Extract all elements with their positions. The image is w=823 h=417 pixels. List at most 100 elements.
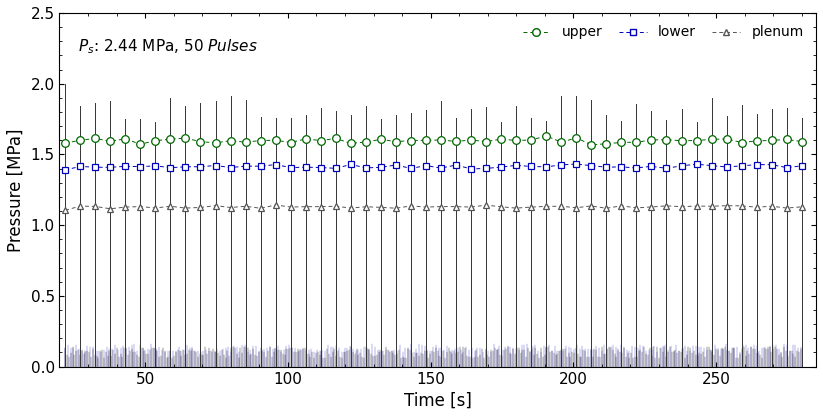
lower <box>542 164 551 169</box>
Legend: upper, lower, plenum: upper, lower, plenum <box>517 20 809 45</box>
plenum <box>542 204 551 209</box>
plenum <box>346 206 356 211</box>
lower <box>647 164 657 169</box>
upper <box>436 138 446 143</box>
upper <box>421 138 431 143</box>
lower <box>120 164 130 169</box>
upper <box>751 138 761 143</box>
Line: upper: upper <box>62 132 806 148</box>
plenum <box>406 203 416 208</box>
upper <box>662 137 672 142</box>
upper <box>151 138 160 143</box>
plenum <box>331 204 341 209</box>
plenum <box>496 204 506 209</box>
Line: lower: lower <box>62 161 805 173</box>
plenum <box>105 206 115 211</box>
lower <box>526 164 536 169</box>
plenum <box>691 203 701 208</box>
lower <box>300 165 310 170</box>
lower <box>751 162 761 167</box>
upper <box>542 133 551 138</box>
upper <box>165 137 175 142</box>
upper <box>691 138 701 143</box>
plenum <box>511 206 521 211</box>
plenum <box>256 206 266 211</box>
plenum <box>240 204 250 209</box>
lower <box>767 162 777 167</box>
lower <box>707 163 717 168</box>
upper <box>677 138 686 143</box>
lower <box>240 164 250 169</box>
plenum <box>60 208 70 213</box>
upper <box>300 136 310 141</box>
plenum <box>707 204 717 209</box>
lower <box>571 161 581 166</box>
plenum <box>797 204 807 209</box>
lower <box>91 165 100 170</box>
lower <box>631 166 641 171</box>
plenum <box>662 203 672 208</box>
lower <box>136 164 146 169</box>
upper <box>511 138 521 143</box>
lower <box>346 162 356 167</box>
plenum <box>361 204 371 209</box>
upper <box>226 138 235 143</box>
upper <box>767 138 777 143</box>
upper <box>211 141 221 146</box>
plenum <box>436 204 446 209</box>
lower <box>496 165 506 170</box>
lower <box>271 162 281 167</box>
upper <box>587 142 597 147</box>
upper <box>722 136 732 141</box>
lower <box>587 163 597 168</box>
lower <box>391 163 401 168</box>
plenum <box>767 204 777 209</box>
lower <box>75 164 85 169</box>
lower <box>165 165 175 170</box>
plenum <box>631 206 641 211</box>
upper <box>60 141 70 146</box>
lower <box>105 165 115 170</box>
upper <box>256 138 266 143</box>
upper <box>180 136 190 141</box>
plenum <box>647 204 657 209</box>
plenum <box>151 206 160 211</box>
upper <box>346 141 356 146</box>
lower <box>797 163 807 168</box>
upper <box>316 138 326 143</box>
lower <box>196 164 206 169</box>
Line: plenum: plenum <box>62 201 805 214</box>
upper <box>376 137 386 142</box>
lower <box>451 163 461 168</box>
lower <box>331 166 341 171</box>
lower <box>151 163 160 168</box>
plenum <box>286 204 295 209</box>
lower <box>677 163 686 168</box>
upper <box>602 141 611 146</box>
lower <box>722 164 732 169</box>
upper <box>782 137 792 142</box>
lower <box>616 164 626 169</box>
plenum <box>271 203 281 208</box>
lower <box>60 168 70 173</box>
upper <box>707 137 717 142</box>
upper <box>136 142 146 147</box>
lower <box>782 165 792 170</box>
plenum <box>75 203 85 208</box>
lower <box>511 163 521 168</box>
plenum <box>136 204 146 209</box>
lower <box>361 166 371 171</box>
lower <box>226 165 235 170</box>
upper <box>631 140 641 145</box>
lower <box>256 163 266 168</box>
lower <box>737 163 746 168</box>
upper <box>466 138 476 143</box>
plenum <box>226 205 235 210</box>
lower <box>466 166 476 171</box>
plenum <box>316 204 326 209</box>
upper <box>647 138 657 143</box>
lower <box>286 165 295 170</box>
plenum <box>391 206 401 211</box>
plenum <box>376 205 386 210</box>
plenum <box>737 203 746 208</box>
